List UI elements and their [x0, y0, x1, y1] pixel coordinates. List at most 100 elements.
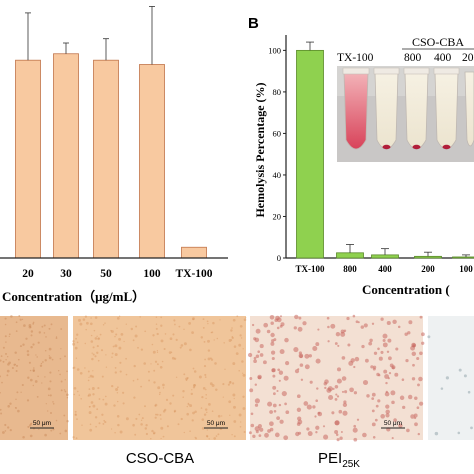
micrograph-1-cell [205, 388, 207, 391]
micrograph-2-cell [391, 366, 395, 370]
micrograph-1-cell [222, 396, 224, 398]
micrograph-1-cell [155, 327, 158, 330]
micrograph-1-cell [123, 340, 125, 343]
micrograph-0-cell [42, 361, 44, 363]
micrograph-2-cell [334, 385, 339, 389]
micrograph-1-cell [75, 357, 78, 359]
micrograph-0-cell [4, 317, 7, 320]
micrograph-2-cell [295, 431, 300, 437]
micrograph-2-cell [382, 333, 388, 339]
micrograph-2-cell [293, 347, 299, 353]
micrograph-1-cell [114, 431, 116, 434]
micrograph-1-cell [219, 319, 221, 321]
micrograph-2-cell [281, 391, 287, 397]
panel-b-x-axis-label: Concentration ( [362, 282, 450, 297]
micrograph-1-cell [187, 403, 190, 406]
micrograph-1-cell [160, 426, 164, 430]
micrograph-1-cell [119, 370, 122, 373]
micrograph-1-cell [98, 422, 101, 425]
micrograph-1-cell [227, 383, 230, 386]
micrograph-1-cell [104, 402, 108, 406]
micrograph-1-cell [228, 400, 232, 404]
micrograph-2-cell [413, 413, 418, 418]
micrograph-2-cell [302, 321, 307, 326]
micrograph-1-cell [101, 413, 104, 416]
micrograph-1-cell [175, 376, 178, 378]
micrograph-1-cell [73, 366, 76, 369]
micrograph-0-cell [52, 401, 54, 403]
micrograph-0-cell [50, 323, 53, 326]
micrograph-0-cell [47, 394, 50, 397]
micrograph-2-cell [394, 372, 399, 377]
micrograph-2-cell [283, 375, 289, 381]
micrograph-0-cell [0, 375, 1, 378]
micrograph-1-cell [194, 410, 197, 413]
inset-tube-label-2: 400 [434, 52, 452, 64]
micrograph-0-cell [66, 393, 69, 397]
micrograph-1-cell [92, 353, 95, 356]
micrograph-1-cell [118, 315, 121, 317]
micrograph-2-cell [273, 392, 276, 396]
micrograph-1-cell [97, 387, 100, 390]
panel-a-x-axis-label: Concentration（μg/mL） [2, 289, 145, 304]
micrograph-1-cell [173, 319, 176, 322]
micrograph-2-cell [406, 428, 410, 433]
micrograph-2-cell [299, 363, 304, 367]
micrograph-2-cell [266, 329, 271, 334]
micrograph-2-cell [404, 332, 408, 336]
micrograph-1-cell [122, 391, 125, 394]
micrograph-0-cell [33, 367, 35, 369]
micrograph-2-cell [335, 393, 338, 396]
panel-b-bar-3 [414, 255, 442, 259]
micrograph-1-cell [96, 335, 98, 337]
micrograph-1-cell [84, 367, 86, 369]
micrograph-0-cell [0, 412, 3, 415]
micrograph-1-cell [228, 339, 232, 342]
micrograph-3-cell [463, 374, 467, 378]
micrograph-3-cell [458, 368, 462, 372]
panel-b-xtick-0: TX-100 [296, 264, 325, 274]
micrograph-1-cell [118, 337, 122, 341]
micrograph-2-cell [378, 374, 381, 377]
micrograph-2-cell [342, 402, 348, 408]
micrograph-1-cell [236, 315, 239, 318]
micrograph-0-cell [66, 396, 69, 399]
micrograph-2-cell [349, 387, 354, 393]
micrograph-1-cell [125, 417, 129, 421]
micrograph-1-cell [96, 408, 99, 411]
micrograph-2-cell [272, 374, 276, 378]
micrograph-1-cell [153, 432, 155, 435]
micrograph-2-cell [330, 323, 336, 329]
panel-a-bar-4 [181, 246, 207, 259]
panel-b-ytick-4: 80 [273, 87, 282, 97]
micrograph-1-cell [151, 429, 154, 433]
inset-tube-label-0: TX-100 [337, 52, 374, 64]
micrograph-1-cell [153, 431, 156, 435]
micrograph-1-cell [231, 434, 233, 436]
micrograph-1-cell [144, 427, 148, 430]
micrograph-2-cell [306, 427, 310, 431]
micrograph-0-cell [29, 378, 33, 382]
micrograph-1-cell [192, 317, 195, 320]
micrograph-1-cell [91, 352, 93, 354]
micrograph-1-cell [207, 349, 211, 352]
micrograph-0-cell [50, 429, 53, 432]
micrograph-1-cell [211, 384, 215, 387]
micrograph-2-cell [382, 342, 388, 348]
micrograph-1-cell [229, 414, 231, 416]
micrograph-1-cell [187, 402, 189, 405]
micrograph-1-cell [162, 435, 165, 438]
micrograph-0-cell [0, 408, 2, 411]
micrograph-1-cell [91, 357, 94, 361]
micrograph-2-cell [255, 328, 261, 334]
micrograph-2-cell [336, 438, 340, 442]
micrograph-2-cell [392, 319, 397, 325]
micrograph-1-cell [96, 351, 99, 354]
micrograph-2-cell [315, 358, 321, 364]
micrograph-0-cell [29, 369, 32, 372]
micrograph-2-cell [377, 347, 380, 351]
micrograph-2-cell [312, 346, 318, 351]
micrograph-2-cell [276, 326, 280, 330]
micrograph-2-cell [279, 315, 283, 318]
micrograph-1-cell [114, 335, 116, 338]
